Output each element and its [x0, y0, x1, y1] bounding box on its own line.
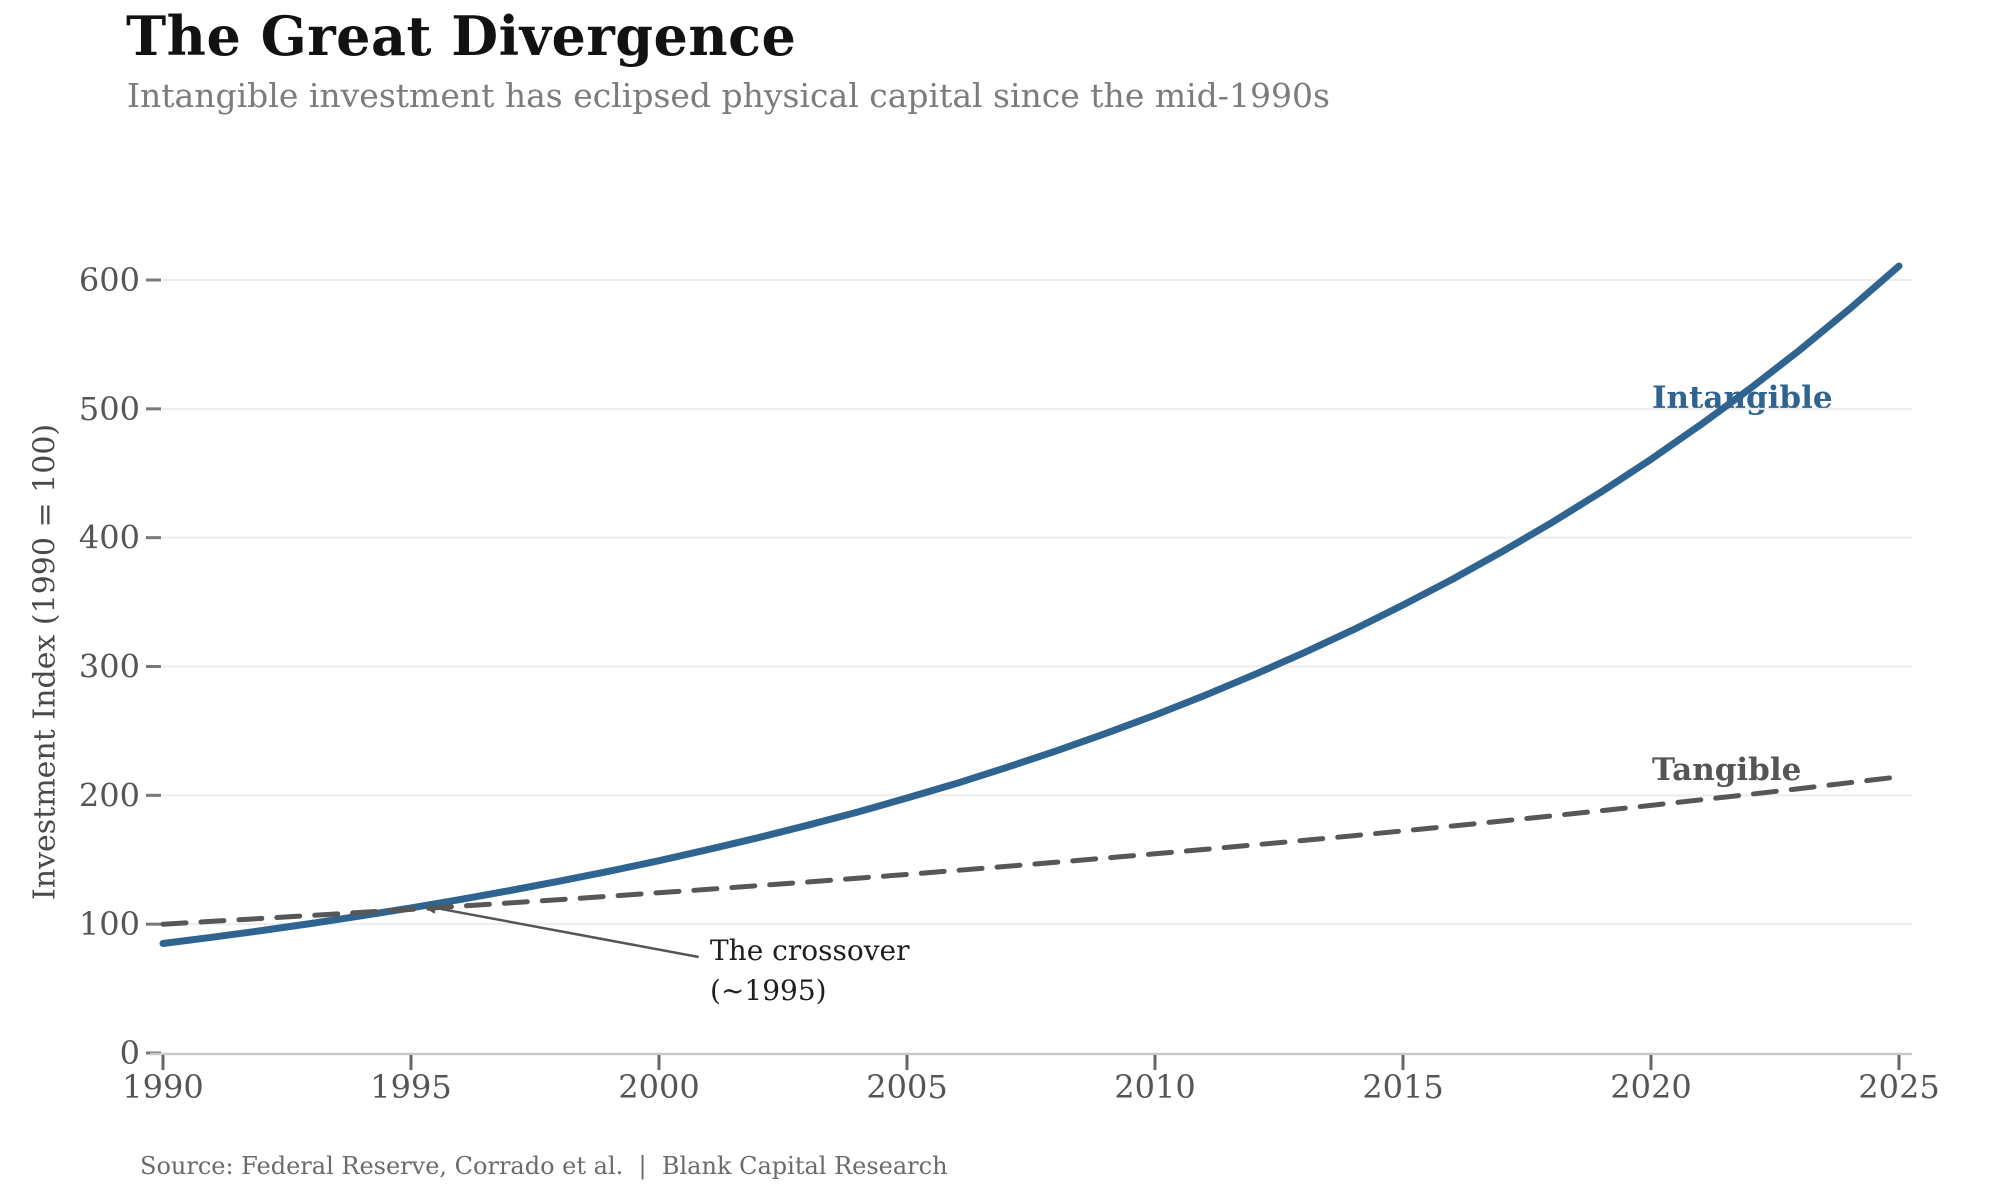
y-tick-label: 600 — [79, 261, 140, 299]
y-tick-label: 100 — [79, 905, 140, 943]
series-line-tangible — [160, 774, 1902, 927]
series-label-intangible: Intangible — [1652, 380, 1833, 416]
x-tick-label: 2005 — [866, 1068, 947, 1106]
x-tick-label: 2000 — [618, 1068, 699, 1106]
source-note: Source: Federal Reserve, Corrado et al. … — [140, 1152, 948, 1180]
y-tick-label: 400 — [79, 519, 140, 557]
x-tick-label: 2010 — [1114, 1068, 1195, 1106]
x-tick-label: 1995 — [370, 1068, 451, 1106]
annotation-arrow — [420, 902, 699, 959]
y-tick-label: 500 — [79, 390, 140, 428]
y-tick-label: 0 — [120, 1034, 140, 1072]
x-tick-label: 2025 — [1858, 1068, 1939, 1106]
series-label-tangible: Tangible — [1652, 752, 1802, 788]
y-axis-title: Investment Index (1990 = 100) — [27, 423, 63, 901]
y-tick-label: 300 — [79, 648, 140, 686]
annotation-line2: (~1995) — [710, 974, 827, 1007]
crossover-annotation: The crossover (~1995) — [710, 931, 909, 1011]
page-title: The Great Divergence — [126, 4, 797, 68]
x-tick-label: 1990 — [122, 1068, 203, 1106]
series-line-intangible — [159, 262, 1903, 947]
x-tick-label: 2015 — [1362, 1068, 1443, 1106]
chart-subtitle: Intangible investment has eclipsed physi… — [127, 76, 1330, 115]
x-tick-label: 2020 — [1610, 1068, 1691, 1106]
y-tick-label: 200 — [79, 776, 140, 814]
annotation-line1: The crossover — [710, 934, 910, 967]
